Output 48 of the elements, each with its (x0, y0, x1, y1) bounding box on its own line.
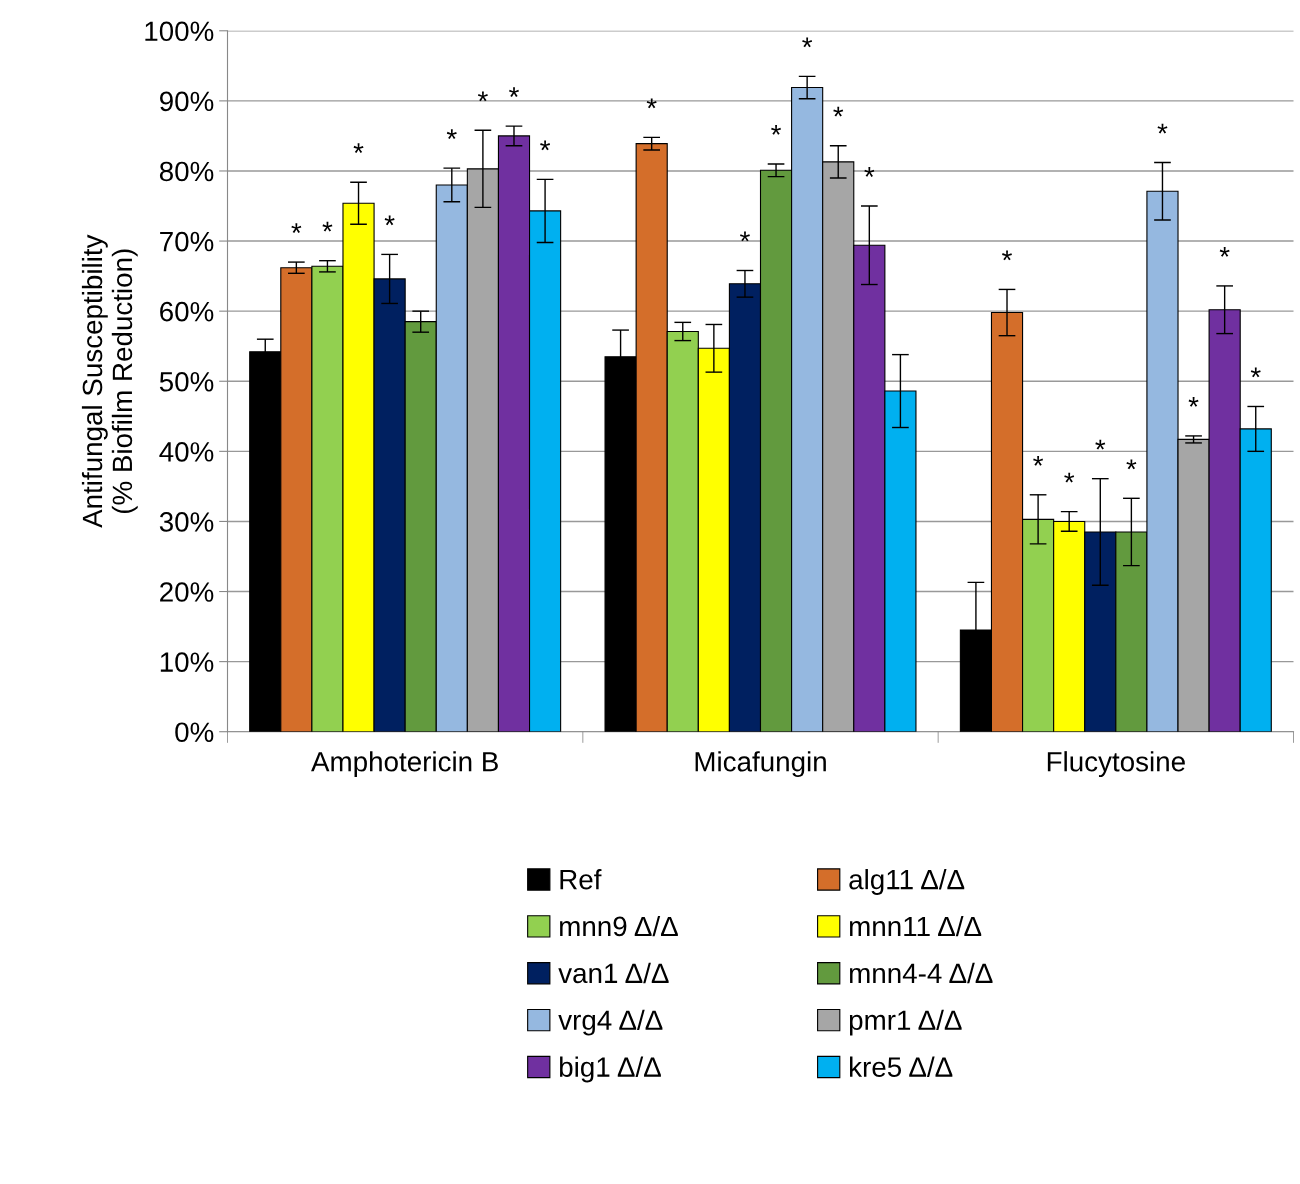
y-tick-label: 40% (159, 442, 214, 462)
data-label: * (740, 231, 750, 242)
data-label: * (1157, 123, 1168, 134)
data-label: * (446, 129, 457, 140)
legend-label: alg11 Δ/Δ (849, 869, 965, 895)
data-label: * (1250, 367, 1261, 378)
data-label: * (1002, 250, 1012, 261)
x-tick-label: Micafungin (695, 751, 826, 778)
y-axis-title: Antifungal Susceptibility (% Biofilm Reduction) (81, 234, 138, 528)
legend-label: kre5 Δ/Δ (850, 1056, 953, 1077)
data-label: * (384, 215, 395, 226)
y-tick-label: 50% (159, 371, 214, 392)
data-label: * (802, 37, 813, 48)
y-tick-label: 10% (160, 652, 214, 672)
data-label: * (833, 106, 844, 117)
data-label: * (477, 91, 488, 102)
data-label: * (771, 125, 782, 135)
legend-label: big1 Δ/Δ (560, 1056, 661, 1083)
data-label: * (1033, 455, 1044, 466)
x-tick-label: Flucytosine (1047, 751, 1185, 778)
data-label: * (322, 221, 333, 232)
y-tick-label: 70% (160, 231, 214, 252)
data-label: * (1064, 472, 1075, 483)
legend-label: van1 Δ/Δ (558, 962, 669, 984)
x-tick-label: Amphotericin B (311, 751, 498, 778)
y-tick-label: 30% (159, 512, 214, 532)
legend-label: mnn4-4 Δ/Δ (850, 962, 993, 984)
data-label: * (509, 87, 519, 97)
data-label: * (1219, 247, 1230, 257)
legend-label: Ref (560, 869, 602, 890)
legend-label: mnn9 Δ/Δ (560, 915, 678, 937)
y-tick-label: 0% (175, 722, 214, 743)
y-tick-label: 100% (145, 21, 214, 42)
y-tick-label: 60% (160, 301, 214, 322)
data-label: * (291, 223, 302, 233)
data-label: * (353, 143, 364, 154)
legend-label: mnn11 Δ/Δ (850, 915, 982, 937)
y-tick-label: 80% (159, 161, 214, 182)
data-label: * (1095, 439, 1106, 450)
data-label: * (1126, 459, 1137, 470)
y-tick-label: 20% (160, 582, 214, 602)
data-label: * (864, 167, 875, 177)
data-label: * (540, 140, 551, 151)
y-tick-label: 90% (160, 91, 214, 112)
legend-label: vrg4 Δ/Δ (558, 1009, 663, 1036)
legend-label: pmr1 Δ/Δ (849, 1009, 962, 1036)
data-label: * (646, 98, 657, 109)
data-label: * (1188, 397, 1199, 407)
